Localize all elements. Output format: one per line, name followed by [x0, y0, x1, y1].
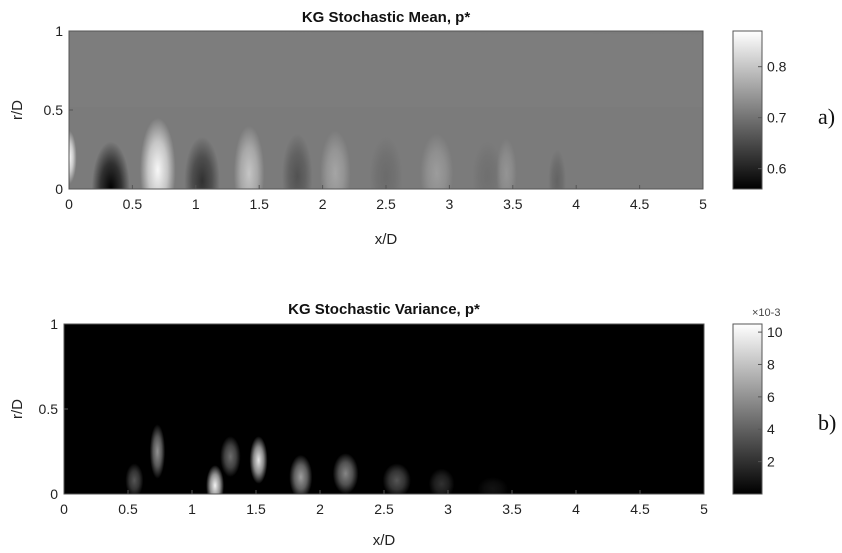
- panel-variance-field-background: [64, 324, 704, 494]
- panel-variance-colorbar-tick-label: 8: [767, 356, 775, 372]
- panel-variance-ytick-label: 1: [50, 316, 58, 332]
- panel-variance-ylabel: r/D: [9, 399, 26, 419]
- panel-variance-xtick-label: 2: [316, 501, 324, 517]
- panel-variance-field-feature: [206, 465, 224, 494]
- panel-variance-colorbar: 2 4 6 8 10: [732, 323, 783, 495]
- panel-variance-ytick-label: 0.5: [39, 401, 59, 417]
- panel-variance-field-feature: [125, 463, 144, 494]
- panel-mean-field-feature: [184, 136, 220, 189]
- panel-variance-plot: [63, 323, 705, 495]
- panel-variance-title: KG Stochastic Variance, p*: [288, 301, 480, 318]
- panel-variance-xtick-label: 4.5: [630, 501, 650, 517]
- panel-mean-xtick-label: 2.5: [376, 196, 396, 212]
- panel-mean-field-feature: [472, 141, 503, 189]
- panel-mean-ytick-label: 0.5: [44, 102, 64, 118]
- panel-mean: KG Stochastic Mean, p* 0 0.5 1 1.5 2 2.5 3 3.5 4…: [9, 9, 835, 248]
- panel-mean-field-feature: [548, 149, 567, 189]
- panel-mean-xtick-label: 5: [699, 196, 707, 212]
- panel-variance-colorbar-exponent: ×10-3: [752, 307, 780, 319]
- panel-mean-ytick-label: 0: [55, 181, 63, 197]
- panel-mean-field-feature: [140, 117, 176, 189]
- panel-variance-field-feature: [249, 436, 268, 484]
- panel-variance-field-feature: [220, 436, 241, 477]
- panel-variance-xtick-label: 1: [188, 501, 196, 517]
- panel-mean-field-upper: [69, 31, 703, 107]
- panel-mean-xtick-label: 3: [446, 196, 454, 212]
- panel-variance-field-feature: [428, 468, 455, 494]
- panel-mean-xtick-label: 4.5: [630, 196, 650, 212]
- panel-variance-xtick-label: 0: [60, 501, 68, 517]
- panel-variance-field-feature: [332, 453, 359, 494]
- panel-mean-field-feature: [233, 125, 265, 189]
- panel-variance-xtick-label: 5: [700, 501, 708, 517]
- panel-mean-field-feature: [369, 136, 403, 189]
- panel-mean-colorbar: 0.6 0.7 0.8: [732, 30, 787, 190]
- panel-mean-plot: [68, 30, 704, 190]
- panel-mean-colorbar-gradient: [733, 31, 762, 189]
- panel-mean-xtick-label: 3.5: [503, 196, 523, 212]
- panel-mean-title: KG Stochastic Mean, p*: [302, 9, 471, 26]
- panel-mean-xtick-label: 0.5: [123, 196, 143, 212]
- panel-mean-ytick-label: 1: [55, 23, 63, 39]
- panel-mean-ylabel: r/D: [9, 100, 26, 120]
- panel-mean-xtick-label: 1.5: [249, 196, 269, 212]
- panel-mean-colorbar-tick-label: 0.7: [767, 110, 787, 126]
- panel-mean-colorbar-tick-label: 0.8: [767, 59, 787, 75]
- panel-variance-colorbar-tick-label: 6: [767, 389, 775, 405]
- panel-variance-field-feature: [382, 463, 411, 494]
- panel-variance-xtick-label: 3.5: [502, 501, 522, 517]
- panel-mean-field-feature: [496, 138, 517, 189]
- panel-variance-field-feature: [289, 454, 313, 494]
- panel-variance-field-feature: [477, 477, 509, 494]
- panel-variance-colorbar-tick-label: 4: [767, 421, 775, 437]
- panel-mean-xtick-label: 0: [65, 196, 73, 212]
- panel-variance-xtick-label: 0.5: [118, 501, 138, 517]
- panel-mean-xtick-label: 2: [319, 196, 327, 212]
- panel-variance-label: b): [818, 410, 836, 435]
- panel-variance-ytick-label: 0: [50, 486, 58, 502]
- panel-variance-colorbar-gradient: [733, 324, 762, 494]
- panel-mean-field-feature: [320, 130, 351, 189]
- panel-mean-colorbar-tick-label: 0.6: [767, 161, 787, 177]
- panel-variance-xtick-label: 3: [444, 501, 452, 517]
- panel-mean-field-feature: [69, 130, 77, 185]
- panel-mean-xtick-label: 4: [572, 196, 580, 212]
- panel-variance-xtick-label: 2.5: [374, 501, 394, 517]
- panel-mean-xtick-label: 1: [192, 196, 200, 212]
- panel-variance-field-feature: [149, 424, 166, 479]
- panel-mean-field-feature: [91, 141, 130, 189]
- panel-mean-field-feature: [282, 133, 313, 189]
- panel-mean-label: a): [818, 104, 835, 129]
- panel-mean-field-feature: [420, 133, 454, 189]
- panel-mean-xlabel: x/D: [375, 231, 398, 248]
- panel-variance: KG Stochastic Variance, p* 0 0.5 1 1.5 2 2.5 3…: [9, 301, 836, 549]
- panel-variance-colorbar-tick-label: 2: [767, 454, 775, 470]
- panel-variance-xtick-label: 1.5: [246, 501, 266, 517]
- panel-variance-xlabel: x/D: [373, 532, 396, 549]
- panel-variance-colorbar-tick-label: 10: [767, 324, 783, 340]
- panel-variance-xtick-label: 4: [572, 501, 580, 517]
